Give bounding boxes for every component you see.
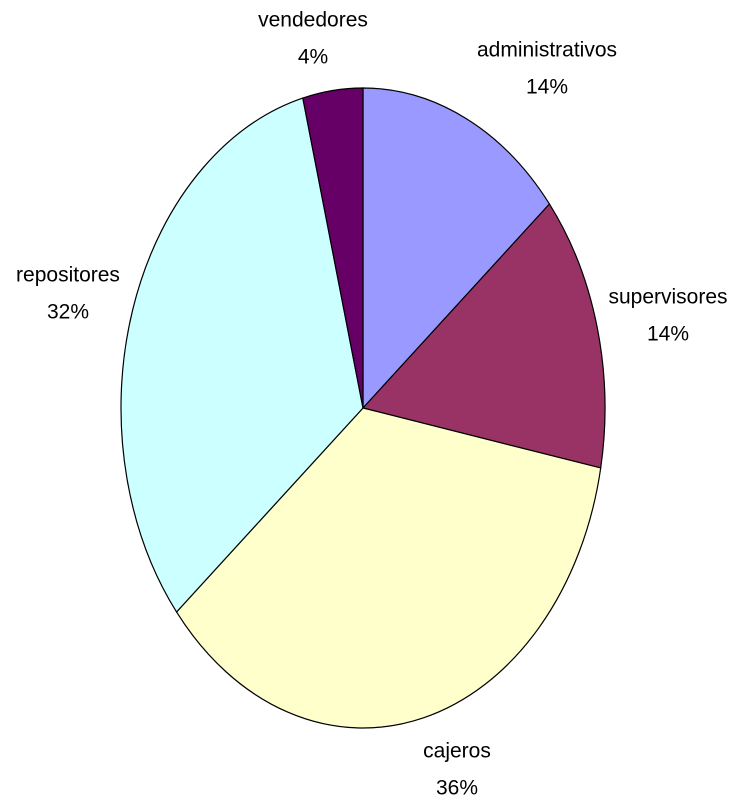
slice-label: repositores [16, 264, 120, 287]
slice-label: cajeros [423, 740, 491, 763]
pie-slice [302, 87, 364, 409]
pie-slice [362, 87, 551, 410]
slice-value-label: 14% [526, 76, 568, 99]
slice-label: administrativos [477, 39, 617, 62]
pie-slice [120, 97, 364, 613]
pie-slice [361, 203, 606, 469]
slice-value-label: 36% [436, 777, 478, 800]
slice-label: supervisores [608, 286, 727, 309]
slice-value-label: 32% [47, 301, 89, 324]
pie-slice [175, 407, 602, 729]
slice-value-label: 4% [298, 46, 328, 69]
slice-value-label: 14% [647, 323, 689, 346]
slice-label: vendedores [258, 9, 368, 32]
